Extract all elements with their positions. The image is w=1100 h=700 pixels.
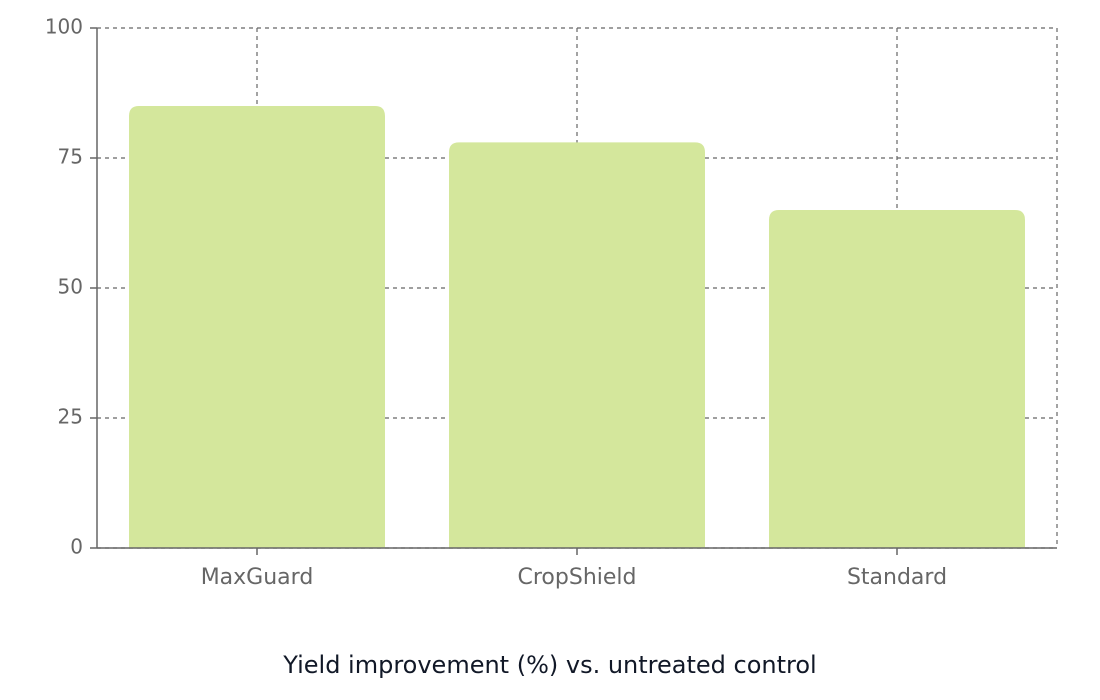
x-tick-label: Standard (847, 565, 947, 590)
y-tick-label: 0 (70, 535, 83, 559)
y-tick-label: 50 (58, 275, 83, 299)
y-tick-label: 75 (58, 145, 83, 169)
y-tick-label: 25 (58, 405, 83, 429)
x-tick-label: CropShield (518, 565, 637, 590)
x-axis-label: Yield improvement (%) vs. untreated cont… (282, 651, 816, 679)
y-tick-label: 100 (45, 15, 83, 39)
bar (449, 142, 705, 548)
x-tick-label: MaxGuard (201, 565, 314, 590)
bar (769, 210, 1025, 548)
bar (129, 106, 385, 548)
